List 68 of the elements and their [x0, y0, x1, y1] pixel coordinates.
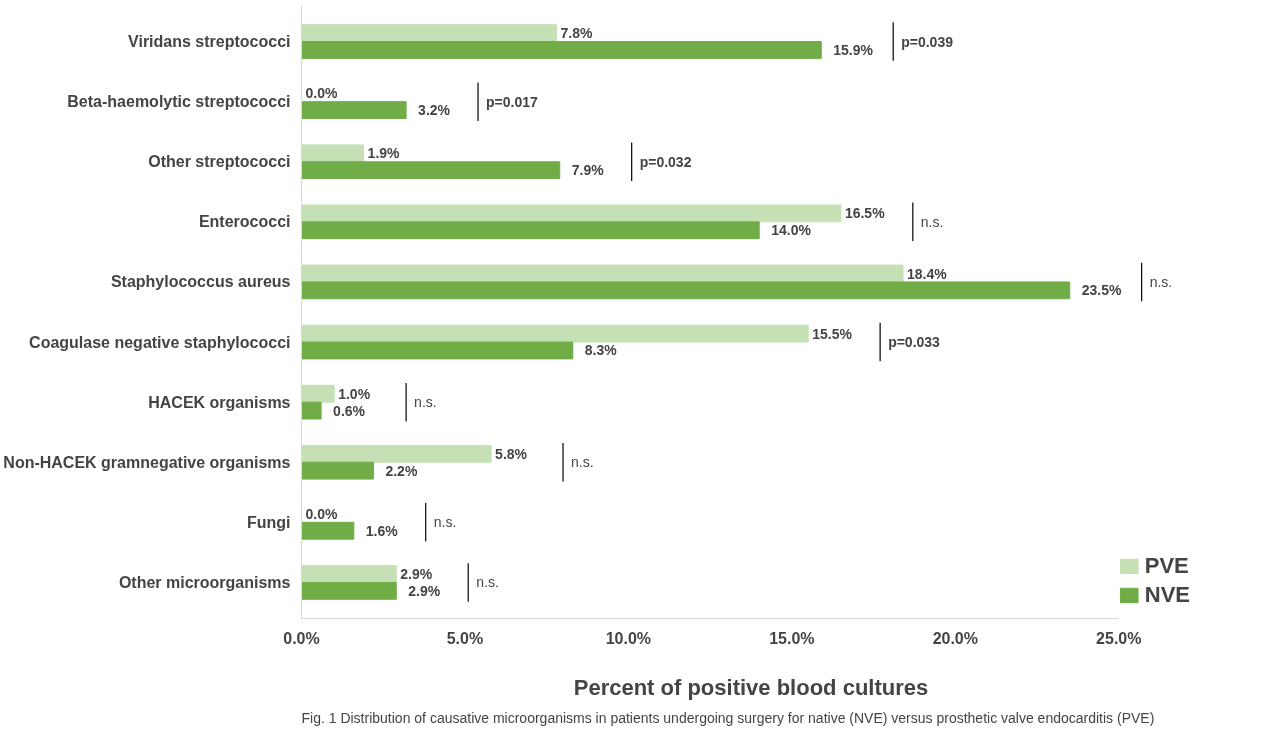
annotation: p=0.033 [888, 334, 941, 351]
x-tick-label: 20.0% [932, 629, 979, 647]
y-tick-label: HACEK organisms [148, 393, 291, 411]
bar [301, 281, 1071, 300]
data-label: 2.9% [400, 566, 433, 583]
x-tick-label: 5.0% [446, 629, 484, 647]
data-label: 0.6% [333, 402, 366, 419]
y-tick-label: Fungi [246, 513, 291, 531]
data-label: 2.9% [408, 582, 441, 599]
data-label: 14.0% [771, 222, 812, 239]
annotation: p=0.017 [486, 93, 539, 110]
data-label: 23.5% [1081, 282, 1122, 299]
data-label: 7.8% [560, 25, 593, 42]
y-tick-label: Non-HACEK gramnegative organisms [3, 453, 291, 471]
data-label: 15.5% [812, 325, 853, 342]
y-tick-label: Other microorganisms [118, 573, 291, 591]
y-tick-label: Enterococci [198, 213, 291, 231]
data-label: 3.2% [418, 102, 451, 119]
annotation: n.s. [476, 574, 499, 591]
data-label: 5.8% [495, 445, 528, 462]
annotation: n.s. [433, 514, 457, 531]
bar [301, 461, 374, 480]
data-label: 0.0% [305, 505, 338, 522]
bar [301, 24, 557, 43]
bar [301, 565, 397, 583]
x-tick-label: 15.0% [769, 629, 815, 647]
bar [301, 41, 822, 59]
data-label: 8.3% [584, 342, 618, 359]
data-label: 15.9% [833, 41, 874, 58]
y-tick-label: Beta-haemolytic streptococci [67, 93, 291, 111]
data-label: 1.0% [338, 385, 371, 402]
bar [301, 401, 322, 420]
annotation: p=0.039 [901, 33, 954, 50]
data-label: 2.2% [385, 462, 418, 479]
data-label: 18.4% [907, 265, 948, 282]
text: n.s. [1149, 273, 1173, 290]
annotation: n.s. [414, 394, 437, 411]
legend-label: NVE [1144, 582, 1190, 608]
bar [301, 101, 407, 119]
bar [301, 341, 574, 360]
annotation: n.s. [571, 454, 594, 471]
bar [301, 324, 809, 343]
data-label: 16.5% [844, 205, 886, 222]
x-axis-title: Percent of positive blood cultures [573, 674, 929, 700]
data-label: 0.0% [305, 85, 338, 102]
x-tick-label: 10.0% [605, 629, 652, 647]
x-tick-label: 25.0% [1096, 629, 1142, 647]
annotation: p=0.032 [639, 153, 692, 170]
bar [301, 384, 335, 403]
bar [301, 521, 355, 540]
bar [301, 444, 492, 463]
data-label: 1.6% [365, 522, 399, 539]
data-label: 1.9% [367, 145, 401, 162]
bar [301, 161, 561, 180]
bar [301, 221, 760, 240]
bar [301, 204, 842, 223]
bar [301, 581, 397, 600]
caption: Fig. 1 Distribution of causative microorganisms in patients undergoing surgery for native (NVE) versus prosthetic valve endocarditis (PVE) [301, 709, 1155, 726]
bar [301, 264, 904, 283]
y-tick-label: Staphylococcus aureus [110, 273, 291, 291]
y-tick-label: Viridans streptococci [128, 33, 291, 51]
bar [301, 144, 365, 163]
annotation: n.s. [920, 213, 944, 230]
y-tick-label: Coagulase negative staphylococci [29, 333, 291, 351]
y-tick-label: Other streptococci [148, 153, 291, 171]
x-tick-label: 0.0% [283, 629, 320, 647]
data-label: 7.9% [571, 162, 605, 179]
legend-label: PVE [1144, 553, 1189, 579]
